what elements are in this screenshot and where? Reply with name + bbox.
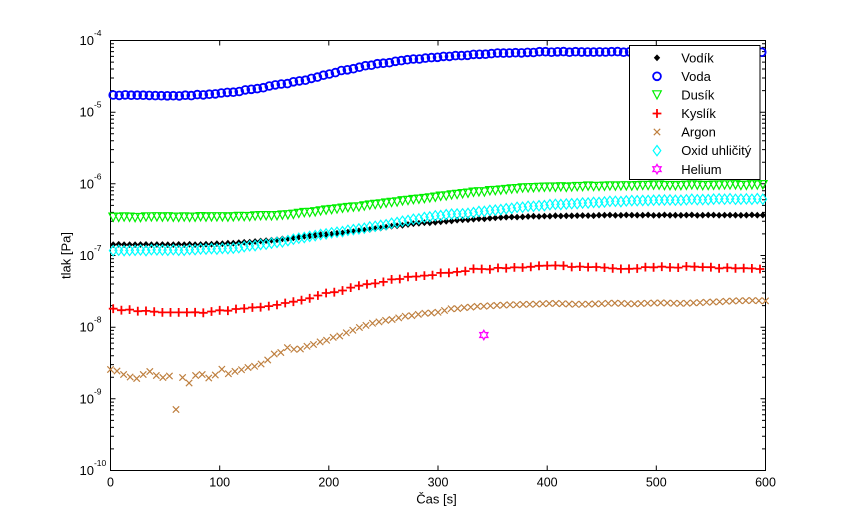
svg-text:400: 400 bbox=[537, 476, 558, 490]
svg-text:0: 0 bbox=[107, 476, 114, 490]
svg-text:Voda: Voda bbox=[681, 69, 711, 84]
svg-text:Dusík: Dusík bbox=[681, 88, 715, 103]
svg-text:Kyslík: Kyslík bbox=[681, 106, 716, 121]
svg-text:100: 100 bbox=[209, 476, 230, 490]
svg-text:500: 500 bbox=[646, 476, 667, 490]
svg-text:Oxid uhličitý: Oxid uhličitý bbox=[681, 143, 752, 158]
svg-text:600: 600 bbox=[755, 476, 776, 490]
svg-text:Argon: Argon bbox=[681, 125, 716, 140]
svg-text:Čas [s]: Čas [s] bbox=[416, 492, 456, 507]
svg-text:200: 200 bbox=[318, 476, 339, 490]
svg-text:tlak [Pa]: tlak [Pa] bbox=[59, 232, 74, 279]
svg-text:300: 300 bbox=[428, 476, 449, 490]
svg-text:Helium: Helium bbox=[681, 162, 721, 177]
svg-text:Vodík: Vodík bbox=[681, 51, 714, 66]
